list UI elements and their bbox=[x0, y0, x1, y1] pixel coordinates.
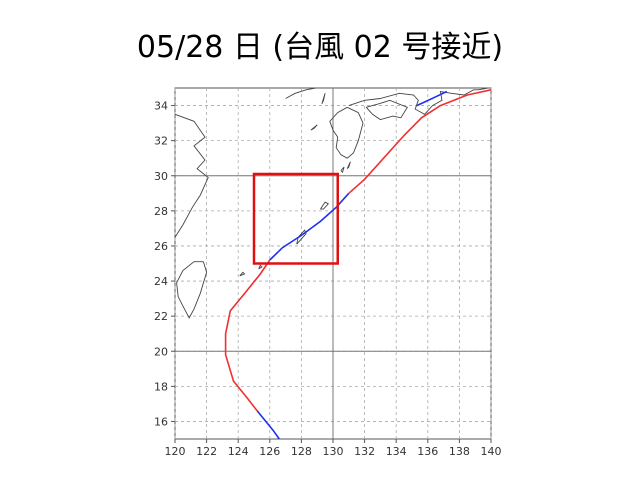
track-segment bbox=[224, 259, 271, 412]
coastline bbox=[329, 106, 364, 159]
x-tick-label: 124 bbox=[228, 445, 249, 458]
coastline bbox=[348, 87, 488, 115]
y-tick-label: 26 bbox=[154, 240, 168, 253]
coastline bbox=[285, 87, 316, 99]
y-tick-label: 30 bbox=[154, 170, 168, 183]
coastline bbox=[340, 166, 345, 174]
y-tick-label: 18 bbox=[154, 380, 168, 393]
track-segment bbox=[416, 90, 448, 107]
coastline bbox=[174, 113, 209, 238]
x-tick-label: 132 bbox=[354, 445, 375, 458]
coastline bbox=[346, 161, 351, 170]
x-tick-label: 140 bbox=[481, 445, 502, 458]
coastline bbox=[365, 99, 408, 121]
y-tick-label: 32 bbox=[154, 135, 168, 148]
x-tick-label: 130 bbox=[323, 445, 344, 458]
okinawa-highlight-box bbox=[252, 172, 339, 265]
slide-title: 05/28 日 (台風 02 号接近) bbox=[136, 30, 504, 65]
x-tick-label: 134 bbox=[386, 445, 407, 458]
y-tick-label: 20 bbox=[154, 345, 168, 358]
track-segment bbox=[256, 410, 280, 440]
coastline bbox=[239, 271, 246, 277]
coastline bbox=[321, 93, 326, 104]
coastline bbox=[310, 124, 318, 131]
x-tick-label: 138 bbox=[449, 445, 470, 458]
x-tick-label: 120 bbox=[165, 445, 186, 458]
y-tick-label: 28 bbox=[154, 205, 168, 218]
y-tick-label: 34 bbox=[154, 100, 168, 113]
coastline bbox=[320, 201, 330, 210]
y-tick-label: 16 bbox=[154, 415, 168, 428]
x-axis-ticks: 120 122 124 126 128 130 132 134 136 138 140 bbox=[165, 439, 502, 458]
coastline bbox=[176, 261, 208, 319]
y-tick-label: 22 bbox=[154, 310, 168, 323]
track-segment bbox=[348, 89, 492, 194]
x-tick-label: 122 bbox=[196, 445, 217, 458]
coastline bbox=[258, 264, 263, 270]
y-axis-ticks: 16 18 20 22 24 26 28 30 32 34 bbox=[154, 100, 175, 428]
y-tick-label: 24 bbox=[154, 275, 168, 288]
x-tick-label: 126 bbox=[259, 445, 280, 458]
x-tick-label: 136 bbox=[417, 445, 438, 458]
x-tick-label: 128 bbox=[291, 445, 312, 458]
